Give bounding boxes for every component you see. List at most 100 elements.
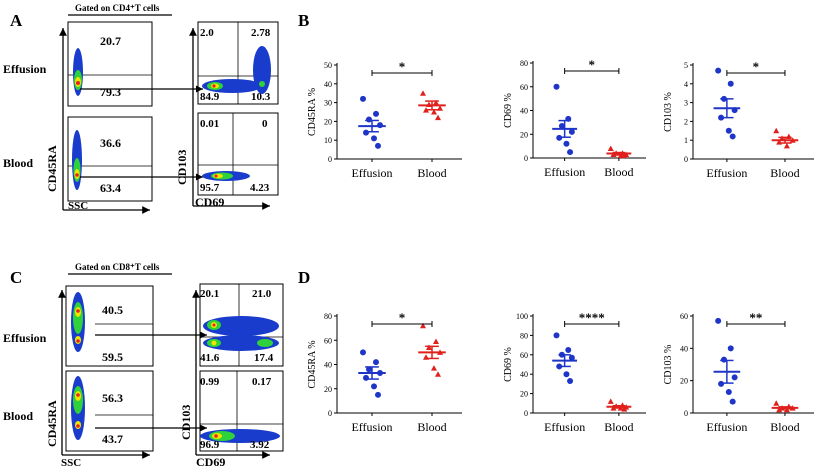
y-tick-label: 100 <box>516 312 528 321</box>
scatter-chart-b-3: 0 1 2 3 4 5 CD103 % Effusion Blood * <box>663 59 814 180</box>
data-point-effusion <box>373 110 379 117</box>
data-point-effusion <box>718 380 725 387</box>
y-tick-label: 60 <box>680 312 688 321</box>
y-axis-label: CD103 % <box>663 345 674 385</box>
y-tick-label: 50 <box>324 61 332 70</box>
flow-density-blob <box>73 48 83 96</box>
y-tick-label: 1 <box>684 136 688 145</box>
quadrant-pct-ur: 0.17 <box>252 376 272 388</box>
quadrant-pct-ul: 2.0 <box>200 27 214 39</box>
y-tick-label: 20 <box>680 377 688 386</box>
y-tick-label: 60 <box>520 83 528 92</box>
row-label-blood-a: Blood <box>3 156 33 170</box>
x-category-label: Effusion <box>544 165 585 179</box>
quadrant-pct-lr: 10.3 <box>251 91 271 103</box>
data-point-effusion <box>366 366 372 373</box>
quadrant-pct-ll: 41.6 <box>200 352 220 364</box>
y-tick-label: 0 <box>328 155 332 164</box>
gate-pct-c-blood-bottom: 43.7 <box>102 432 123 446</box>
ylabel-a-left: CD45RA <box>45 145 59 192</box>
quadrant-pct-ll: 96.9 <box>200 439 220 451</box>
ylabel-a-right: CD103 <box>175 150 189 185</box>
data-point-effusion <box>371 135 377 142</box>
data-point-effusion <box>729 133 736 140</box>
data-point-blood <box>435 371 441 377</box>
data-point-blood <box>607 398 614 404</box>
data-point-blood <box>431 109 437 115</box>
y-axis-label: CD69 % <box>503 347 514 382</box>
data-point-blood <box>420 90 426 96</box>
y-tick-label: 80 <box>324 312 332 321</box>
y-tick-label: 5 <box>684 61 688 70</box>
row-label-effusion-a: Effusion <box>3 62 47 76</box>
panel-letter-a: A <box>10 11 23 30</box>
quadrant-pct-ul: 0.99 <box>200 376 220 388</box>
data-point-effusion <box>720 356 727 363</box>
xlabel-c-right: CD69 <box>196 455 225 469</box>
quadrant-pct-ul: 20.1 <box>200 288 219 300</box>
data-point-effusion <box>366 116 372 123</box>
panel-letter-d: D <box>298 268 310 287</box>
gate-label-a: Gated on CD4⁺T cells <box>75 3 160 13</box>
quadrant-pct-ur: 21.0 <box>252 288 272 300</box>
data-point-effusion <box>565 346 572 353</box>
x-category-label: Blood <box>604 165 633 179</box>
flow-plot-c-blood-left <box>65 370 154 452</box>
significance-label: * <box>399 59 406 74</box>
data-point-blood <box>431 365 437 371</box>
quadrant-pct-ur: 2.78 <box>251 27 271 39</box>
x-category-label: Effusion <box>351 420 392 434</box>
data-point-effusion <box>360 349 366 356</box>
data-point-blood <box>420 322 426 329</box>
flow-density-blob <box>203 316 279 351</box>
data-point-effusion <box>363 374 369 381</box>
data-point-effusion <box>553 83 560 90</box>
x-category-label: Blood <box>417 166 446 180</box>
y-tick-label: 20 <box>520 130 528 139</box>
data-point-effusion <box>563 371 570 378</box>
quadrant-pct-ul: 0.01 <box>200 118 219 130</box>
x-category-label: Effusion <box>706 420 747 434</box>
gate-pct-c-effusion-top: 40.5 <box>102 303 123 317</box>
data-point-blood <box>621 406 628 412</box>
data-point-effusion <box>715 67 722 74</box>
data-point-effusion <box>373 359 379 366</box>
data-point-blood <box>621 152 628 159</box>
x-category-label: Effusion <box>706 166 747 180</box>
quadrant-pct-ll: 95.7 <box>200 182 220 194</box>
flow-density-blob <box>202 46 271 94</box>
quadrant-pct-ur: 0 <box>262 118 268 130</box>
y-axis-label: CD103 % <box>663 92 674 132</box>
flow-plot-a-blood-left <box>67 116 153 202</box>
data-point-effusion <box>731 374 738 381</box>
panel-letter-c: C <box>10 268 22 287</box>
data-point-effusion <box>727 345 734 352</box>
xlabel-a-right: CD69 <box>195 195 224 209</box>
data-point-blood <box>435 114 441 121</box>
y-tick-label: 40 <box>520 107 528 116</box>
gate-label-c: Gated on CD8⁺T cells <box>75 262 160 272</box>
y-tick-label: 60 <box>520 351 528 360</box>
scatter-chart-b-1: 0 10 20 30 40 50 CD45RA % Effusion Blood * <box>307 59 462 180</box>
data-point-effusion <box>568 354 575 361</box>
y-tick-label: 40 <box>324 80 332 89</box>
x-category-label: Effusion <box>351 166 392 180</box>
data-point-blood <box>433 338 439 344</box>
data-point-effusion <box>715 317 722 324</box>
data-point-effusion <box>563 140 570 147</box>
data-point-effusion <box>568 128 575 135</box>
gate-pct-a-effusion-bottom: 79.3 <box>100 85 121 99</box>
x-category-label: Effusion <box>544 420 585 434</box>
gate-pct-a-effusion-top: 20.7 <box>100 34 121 48</box>
y-tick-label: 0 <box>684 155 688 164</box>
flow-density-blob <box>72 130 82 190</box>
quadrant-pct-lr: 3.92 <box>250 439 270 451</box>
data-point-effusion <box>375 142 381 149</box>
y-tick-label: 30 <box>324 99 332 108</box>
y-tick-label: 40 <box>324 361 332 370</box>
quadrant-pct-lr: 17.4 <box>254 352 274 364</box>
significance-label: * <box>589 57 596 72</box>
gate-pct-a-blood-bottom: 63.4 <box>100 181 121 195</box>
